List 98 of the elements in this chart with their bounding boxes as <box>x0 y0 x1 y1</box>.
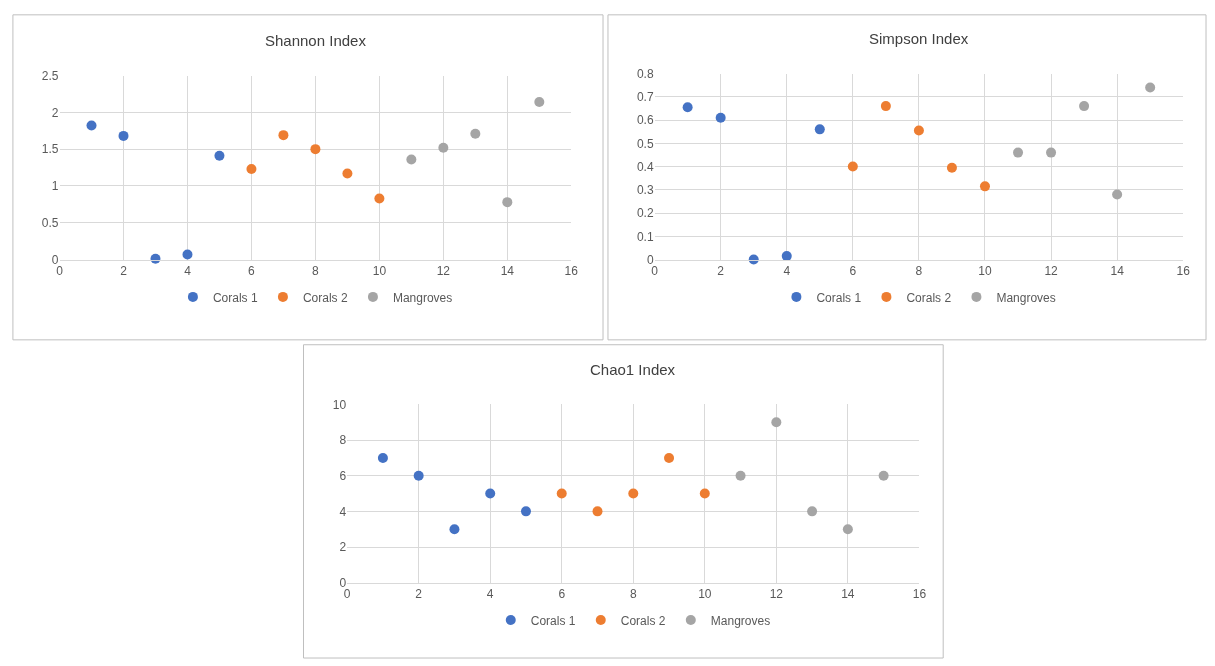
legend-label: Corals 2 <box>906 290 952 305</box>
y-tick-label: 0.7 <box>636 90 654 105</box>
point <box>534 97 545 108</box>
x-tick-label: 10 <box>698 587 712 602</box>
point <box>438 142 449 153</box>
x-tick-label: 4 <box>184 263 192 278</box>
x-tick-label: 4 <box>486 587 494 602</box>
x-tick-label: 12 <box>436 263 451 278</box>
x-tick-label: 2 <box>415 587 423 602</box>
x-tick-label: 10 <box>372 263 387 278</box>
y-tick-label: 2 <box>51 105 59 120</box>
chart-title: Simpson Index <box>869 30 969 47</box>
x-tick-label: 2 <box>717 263 725 278</box>
y-tick-label: 0.4 <box>636 159 654 174</box>
legend-label: Corals 2 <box>302 290 348 305</box>
point <box>485 488 496 499</box>
point <box>682 102 693 113</box>
point <box>880 101 891 112</box>
point <box>342 168 353 179</box>
x-tick-label: 6 <box>248 263 256 278</box>
x-tick-label: 12 <box>1044 263 1059 278</box>
point <box>520 506 531 517</box>
point <box>1079 101 1090 112</box>
x-tick-label: 2 <box>120 263 128 278</box>
y-tick-label: 0.6 <box>636 113 654 128</box>
point <box>664 452 675 463</box>
point <box>118 130 129 141</box>
y-tick-label: 0 <box>51 252 59 267</box>
y-tick-label: 2 <box>339 540 347 555</box>
point <box>214 150 225 161</box>
x-tick-label: 6 <box>558 587 566 602</box>
legend-label: Corals 1 <box>816 290 862 305</box>
y-tick-label: 0.3 <box>636 183 654 198</box>
point <box>1013 147 1024 158</box>
chart-title: Chao1 Index <box>590 361 676 378</box>
point <box>946 162 957 173</box>
point <box>377 452 388 463</box>
point <box>470 128 481 139</box>
point <box>502 197 513 208</box>
y-tick-label: 0 <box>646 252 654 267</box>
y-tick-label: 2.5 <box>41 68 59 83</box>
point <box>278 130 289 141</box>
point <box>413 470 424 481</box>
legend-label: Corals 1 <box>212 290 258 305</box>
point <box>878 470 889 481</box>
x-tick-label: 14 <box>1110 263 1125 278</box>
point <box>1145 82 1156 93</box>
x-tick-label: 14 <box>841 587 855 602</box>
y-tick-label: 0.8 <box>636 66 654 81</box>
point <box>592 506 603 517</box>
x-tick-label: 16 <box>1176 263 1191 278</box>
x-tick-label: 14 <box>500 263 515 278</box>
x-tick-label: 16 <box>564 263 579 278</box>
y-tick-label: 6 <box>339 468 347 483</box>
point <box>715 112 726 123</box>
point <box>1112 189 1123 200</box>
point <box>628 488 639 499</box>
point <box>449 524 460 535</box>
y-tick-label: 0.2 <box>636 206 654 221</box>
point <box>847 161 858 172</box>
point <box>246 164 257 175</box>
point <box>406 154 417 165</box>
legend-label: Mangroves <box>392 290 453 305</box>
point <box>807 506 818 517</box>
y-tick-label: 0.1 <box>636 229 654 244</box>
y-tick-label: 4 <box>339 504 347 519</box>
legend-label: Corals 1 <box>530 613 576 628</box>
point <box>814 124 825 135</box>
point <box>1046 147 1057 158</box>
y-tick-label: 10 <box>332 397 347 412</box>
point <box>979 181 990 192</box>
y-tick-label: 0.5 <box>636 136 654 151</box>
x-tick-label: 8 <box>312 263 320 278</box>
point <box>310 144 321 155</box>
point <box>913 125 924 136</box>
y-tick-label: 0 <box>339 575 347 590</box>
point <box>735 470 746 481</box>
y-tick-label: 0.5 <box>41 215 59 230</box>
chart-title: Shannon Index <box>265 32 367 49</box>
x-tick-label: 12 <box>769 587 784 602</box>
point <box>556 488 567 499</box>
x-tick-label: 10 <box>978 263 992 278</box>
x-tick-label: 8 <box>915 263 923 278</box>
point <box>374 193 385 204</box>
point <box>182 249 193 260</box>
point <box>699 488 710 499</box>
point <box>842 524 853 535</box>
point <box>771 417 782 428</box>
x-tick-label: 16 <box>912 587 927 602</box>
point <box>86 120 97 131</box>
x-tick-label: 6 <box>849 263 857 278</box>
legend-label: Mangroves <box>996 290 1056 305</box>
x-tick-label: 4 <box>783 263 791 278</box>
legend-label: Corals 2 <box>620 613 666 628</box>
y-tick-label: 1 <box>51 179 59 194</box>
legend-label: Mangroves <box>710 613 771 628</box>
y-tick-label: 1.5 <box>41 142 59 157</box>
y-tick-label: 8 <box>339 433 347 448</box>
